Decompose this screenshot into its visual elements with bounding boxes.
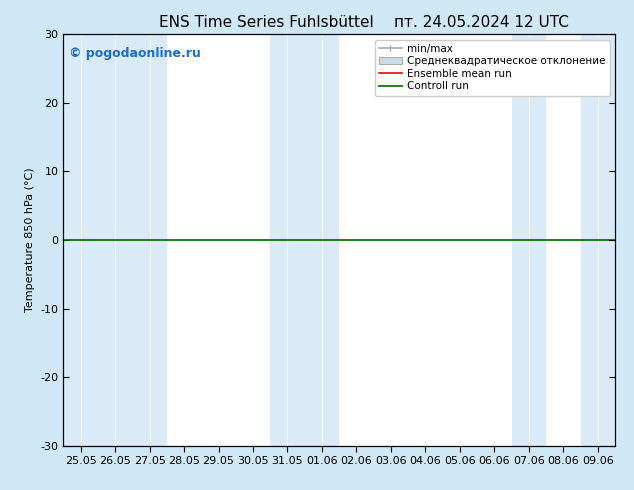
Text: ENS Time Series Fuhlsbüttel: ENS Time Series Fuhlsbüttel <box>159 15 373 30</box>
Bar <box>133 34 167 446</box>
Y-axis label: Temperature 850 hPa (°C): Temperature 850 hPa (°C) <box>25 168 35 313</box>
Text: пт. 24.05.2024 12 UTC: пт. 24.05.2024 12 UTC <box>394 15 569 30</box>
Bar <box>512 34 546 446</box>
Bar <box>581 34 615 446</box>
Bar <box>63 34 98 446</box>
Bar <box>270 34 305 446</box>
Bar <box>305 34 339 446</box>
Legend: min/max, Среднеквадратическое отклонение, Ensemble mean run, Controll run: min/max, Среднеквадратическое отклонение… <box>375 40 610 96</box>
Bar <box>98 34 133 446</box>
Text: © pogodaonline.ru: © pogodaonline.ru <box>69 47 201 60</box>
